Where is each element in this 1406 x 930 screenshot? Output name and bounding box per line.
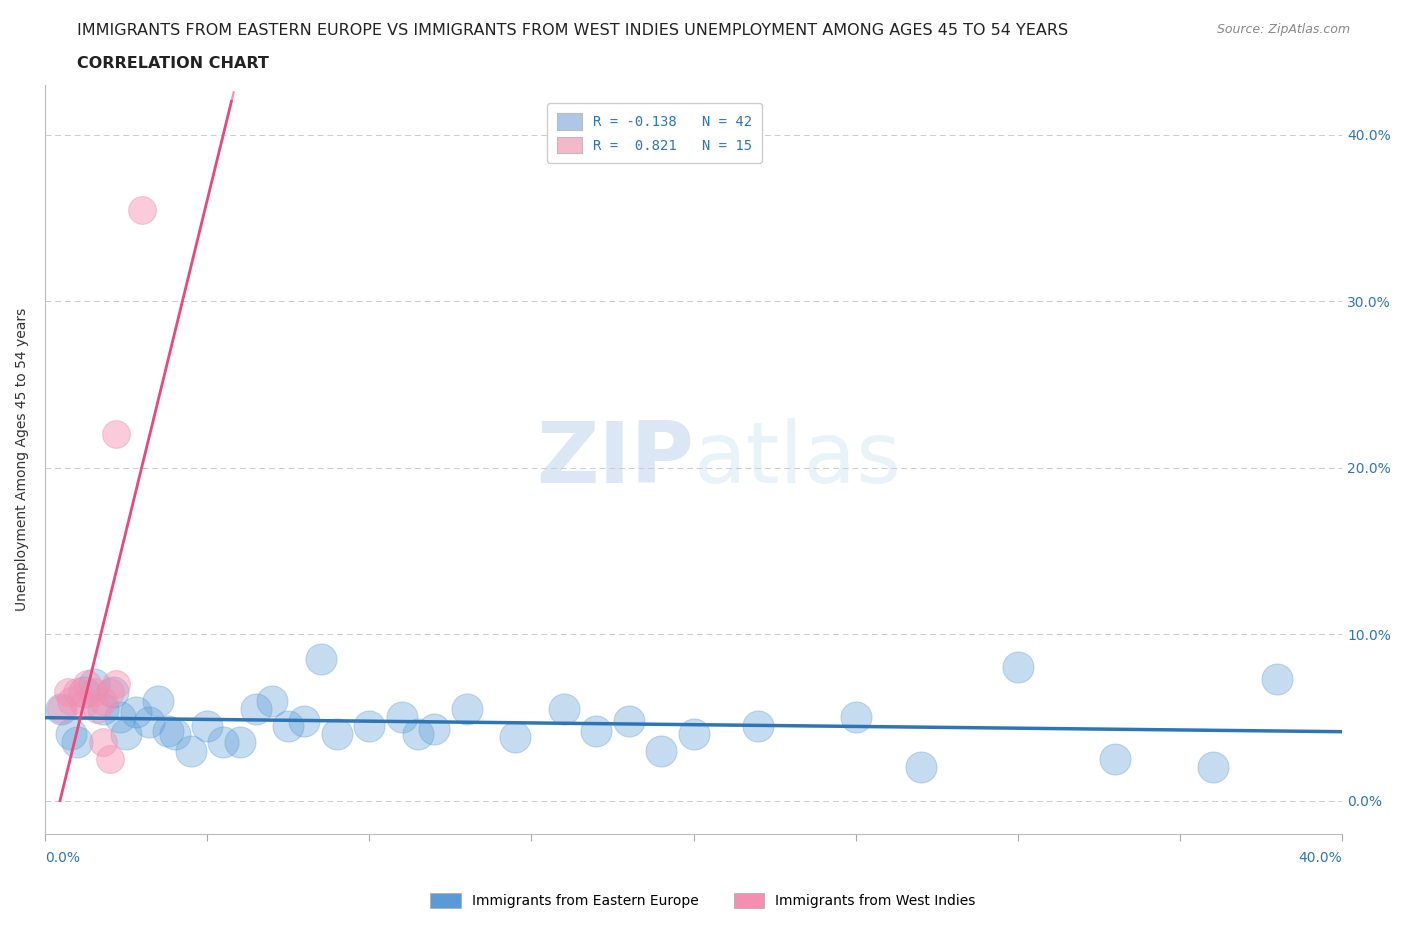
Point [910,760,932,775]
Text: ZIP: ZIP [536,418,693,501]
Point [148,693,170,708]
Point [105,677,128,692]
Point [125,705,148,720]
Point [359,718,381,733]
Point [553,701,575,716]
Point [845,710,868,724]
Point [260,693,283,708]
Point [93,693,115,708]
Point [66,685,89,700]
Point [93,701,115,716]
Point [59,726,82,741]
Point [1201,760,1223,775]
Point [131,202,153,217]
Legend: R = -0.138   N = 42, R =  0.821   N = 15: R = -0.138 N = 42, R = 0.821 N = 15 [547,103,762,163]
Text: IMMIGRANTS FROM EASTERN EUROPE VS IMMIGRANTS FROM WEST INDIES UNEMPLOYMENT AMONG: IMMIGRANTS FROM EASTERN EUROPE VS IMMIGR… [77,23,1069,38]
Text: 0.0%: 0.0% [45,851,80,865]
Point [456,701,478,716]
Point [98,685,121,700]
Point [617,713,640,728]
Point [51,701,73,716]
Text: Source: ZipAtlas.com: Source: ZipAtlas.com [1216,23,1350,36]
Text: 40.0%: 40.0% [1299,851,1343,865]
Point [245,701,267,716]
Point [56,685,79,700]
Point [101,685,124,700]
Point [423,722,446,737]
Point [163,726,186,741]
Point [195,718,218,733]
Point [83,685,105,700]
Point [650,743,672,758]
Point [682,726,704,741]
Point [59,693,82,708]
Point [180,743,202,758]
Point [138,715,160,730]
Point [294,713,316,728]
Point [391,710,413,724]
Point [86,701,108,716]
Point [277,718,299,733]
Point [66,735,89,750]
Point [157,724,180,738]
Point [1104,751,1126,766]
Point [228,735,250,750]
Point [115,726,138,741]
Point [83,677,105,692]
Point [212,735,235,750]
Point [105,427,128,442]
Point [503,730,526,745]
Point [93,735,115,750]
Point [73,685,96,700]
Point [98,751,121,766]
Point [73,697,96,711]
Text: atlas: atlas [693,418,901,501]
Point [585,724,607,738]
Point [51,701,73,716]
Text: CORRELATION CHART: CORRELATION CHART [77,56,269,71]
Point [76,677,98,692]
Y-axis label: Unemployment Among Ages 45 to 54 years: Unemployment Among Ages 45 to 54 years [15,308,30,611]
Point [309,652,332,667]
Point [1267,671,1289,686]
Point [108,710,131,724]
Point [1007,660,1029,675]
Point [406,726,429,741]
Legend: Immigrants from Eastern Europe, Immigrants from West Indies: Immigrants from Eastern Europe, Immigran… [425,887,981,914]
Point [747,718,769,733]
Point [326,726,349,741]
